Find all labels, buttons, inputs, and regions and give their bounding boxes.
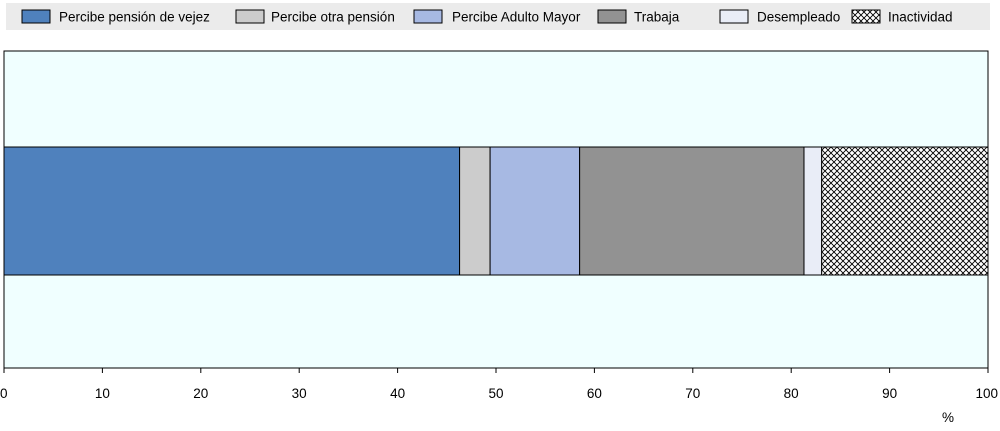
x-tick-label: 20: [193, 386, 208, 401]
x-tick-label: 100: [975, 386, 998, 401]
bar-segment-percibe-pension-de-vejez: [3, 146, 461, 276]
x-tick-label: 40: [390, 386, 405, 401]
legend-label-trabaja: Trabaja: [634, 10, 680, 25]
legend-swatch-inactividad: [851, 9, 881, 24]
legend-label-inactividad: Inactividad: [888, 10, 953, 25]
bar-segment-percibe-adulto-mayor: [489, 146, 581, 276]
legend-swatch-trabaja: [597, 9, 627, 24]
x-tick-label: 0: [0, 386, 8, 401]
x-axis: 0 10 20 30 40 50 60 70 80 90 100%: [0, 368, 998, 425]
legend: Percibe pensión de vejez Percibe otra pen…: [6, 3, 990, 30]
x-tick-label: 80: [784, 386, 799, 401]
legend-label-percibe-adulto-mayor: Percibe Adulto Mayor: [452, 10, 581, 25]
x-tick-label: 70: [685, 386, 700, 401]
legend-label-percibe-otra-pension: Percibe otra pensión: [271, 10, 395, 25]
bars: [3, 146, 989, 276]
bar-segment-percibe-otra-pension: [459, 146, 491, 276]
x-tick-label: 90: [882, 386, 897, 401]
bar-segment-desempleado: [803, 146, 823, 276]
legend-swatch-desempleado: [719, 9, 749, 24]
legend-background: [6, 3, 990, 30]
bar-segment-inactividad: [821, 146, 989, 276]
bar-segment-trabaja: [579, 146, 805, 276]
legend-swatch-percibe-pension-de-vejez: [21, 9, 51, 24]
legend-label-desempleado: Desempleado: [757, 10, 840, 25]
x-tick-label: 30: [292, 386, 307, 401]
x-tick-label: 60: [587, 386, 602, 401]
legend-swatch-percibe-adulto-mayor: [413, 9, 443, 24]
legend-swatch-percibe-otra-pension: [235, 9, 265, 24]
x-axis-unit-label: %: [942, 410, 954, 425]
x-tick-label: 10: [95, 386, 110, 401]
legend-label-percibe-pension-de-vejez: Percibe pensión de vejez: [59, 10, 210, 25]
x-tick-label: 50: [488, 386, 503, 401]
